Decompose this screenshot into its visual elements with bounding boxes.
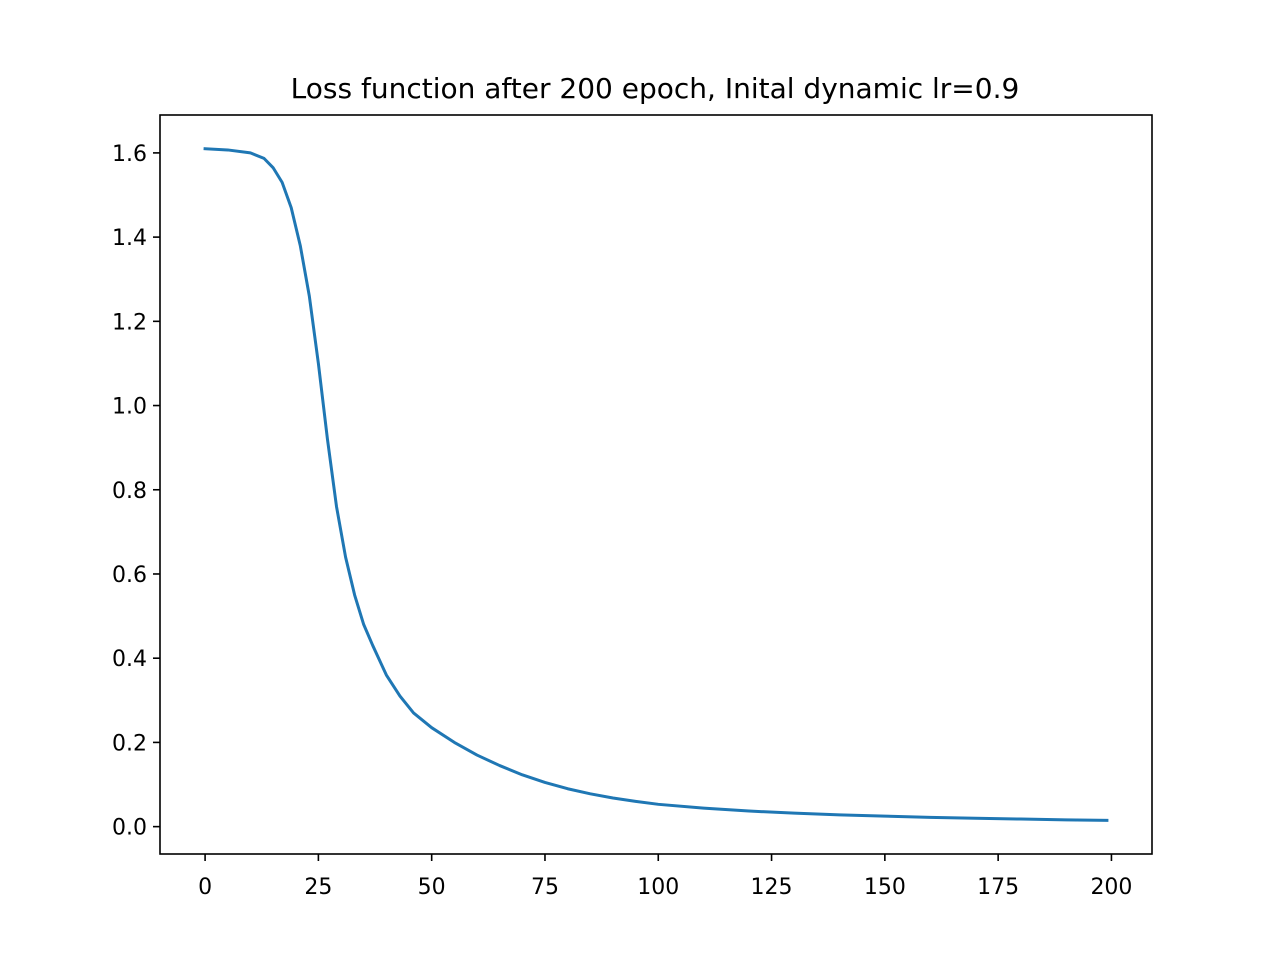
x-tick-label: 75: [531, 875, 559, 900]
x-axis: 0 25 50 75 100 125 150 175 200: [198, 854, 1132, 900]
y-tick-label: 1.4: [112, 226, 147, 251]
x-tick-label: 25: [304, 875, 332, 900]
y-tick-label: 0.0: [112, 816, 147, 841]
chart-title: Loss function after 200 epoch, Inital dy…: [291, 72, 1020, 105]
y-tick-label: 0.4: [112, 647, 147, 672]
y-axis: 0.0 0.2 0.4 0.6 0.8 1.0 1.2 1.4 1.6: [112, 142, 160, 841]
y-tick-label: 0.8: [112, 479, 147, 504]
x-tick-label: 100: [637, 875, 679, 900]
y-tick-label: 1.0: [112, 395, 147, 420]
y-tick-label: 1.6: [112, 142, 147, 167]
x-tick-label: 150: [864, 875, 906, 900]
x-tick-label: 200: [1090, 875, 1132, 900]
axes-frame: [159, 114, 1153, 855]
y-tick-label: 0.2: [112, 731, 147, 756]
x-tick-label: 125: [751, 875, 793, 900]
plot-area: [203, 147, 1109, 822]
x-tick-label: 0: [198, 875, 212, 900]
y-tick-label: 0.6: [112, 563, 147, 588]
y-tick-label: 1.2: [112, 310, 147, 335]
x-tick-label: 175: [977, 875, 1019, 900]
x-tick-label: 50: [418, 875, 446, 900]
loss-series-line: [203, 147, 1109, 822]
